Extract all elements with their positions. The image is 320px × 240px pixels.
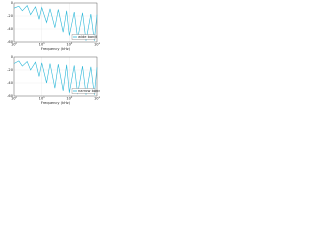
y-tick-label: -60 bbox=[7, 94, 14, 98]
series-line bbox=[13, 5, 98, 41]
y-tick-label: -20 bbox=[7, 68, 14, 72]
legend-label: wide band bbox=[78, 35, 97, 39]
y-tick-label: -40 bbox=[7, 81, 14, 85]
x-tick-label: 10¹ bbox=[39, 97, 46, 101]
y-tick-label: -60 bbox=[7, 40, 14, 44]
x-tick-label: 10⁰ bbox=[11, 43, 18, 47]
y-tick-label: -20 bbox=[7, 14, 14, 18]
x-tick-label: 10⁰ bbox=[11, 97, 18, 101]
page: {"chart_data": [ {"type": "line", "x_lab… bbox=[0, 0, 100, 107]
plot-frame bbox=[13, 56, 98, 97]
x-tick-label: 10³ bbox=[94, 43, 100, 47]
legend-box bbox=[71, 88, 96, 94]
x-tick-label: 10¹ bbox=[39, 43, 46, 47]
legend-label: narrow band bbox=[78, 89, 100, 93]
x-tick-label: 10² bbox=[66, 97, 73, 101]
y-tick-label: 0 bbox=[11, 1, 14, 5]
legend-box bbox=[71, 34, 96, 40]
x-tick-label: 10² bbox=[66, 43, 73, 47]
plot-frame bbox=[13, 2, 98, 43]
y-tick-label: 0 bbox=[11, 55, 14, 59]
x-axis-label: Frequency (kHz) bbox=[41, 47, 71, 51]
y-tick-label: -40 bbox=[7, 27, 14, 31]
x-tick-label: 10³ bbox=[94, 97, 100, 101]
x-axis-label: Frequency (kHz) bbox=[41, 101, 71, 105]
series-line bbox=[13, 60, 98, 95]
